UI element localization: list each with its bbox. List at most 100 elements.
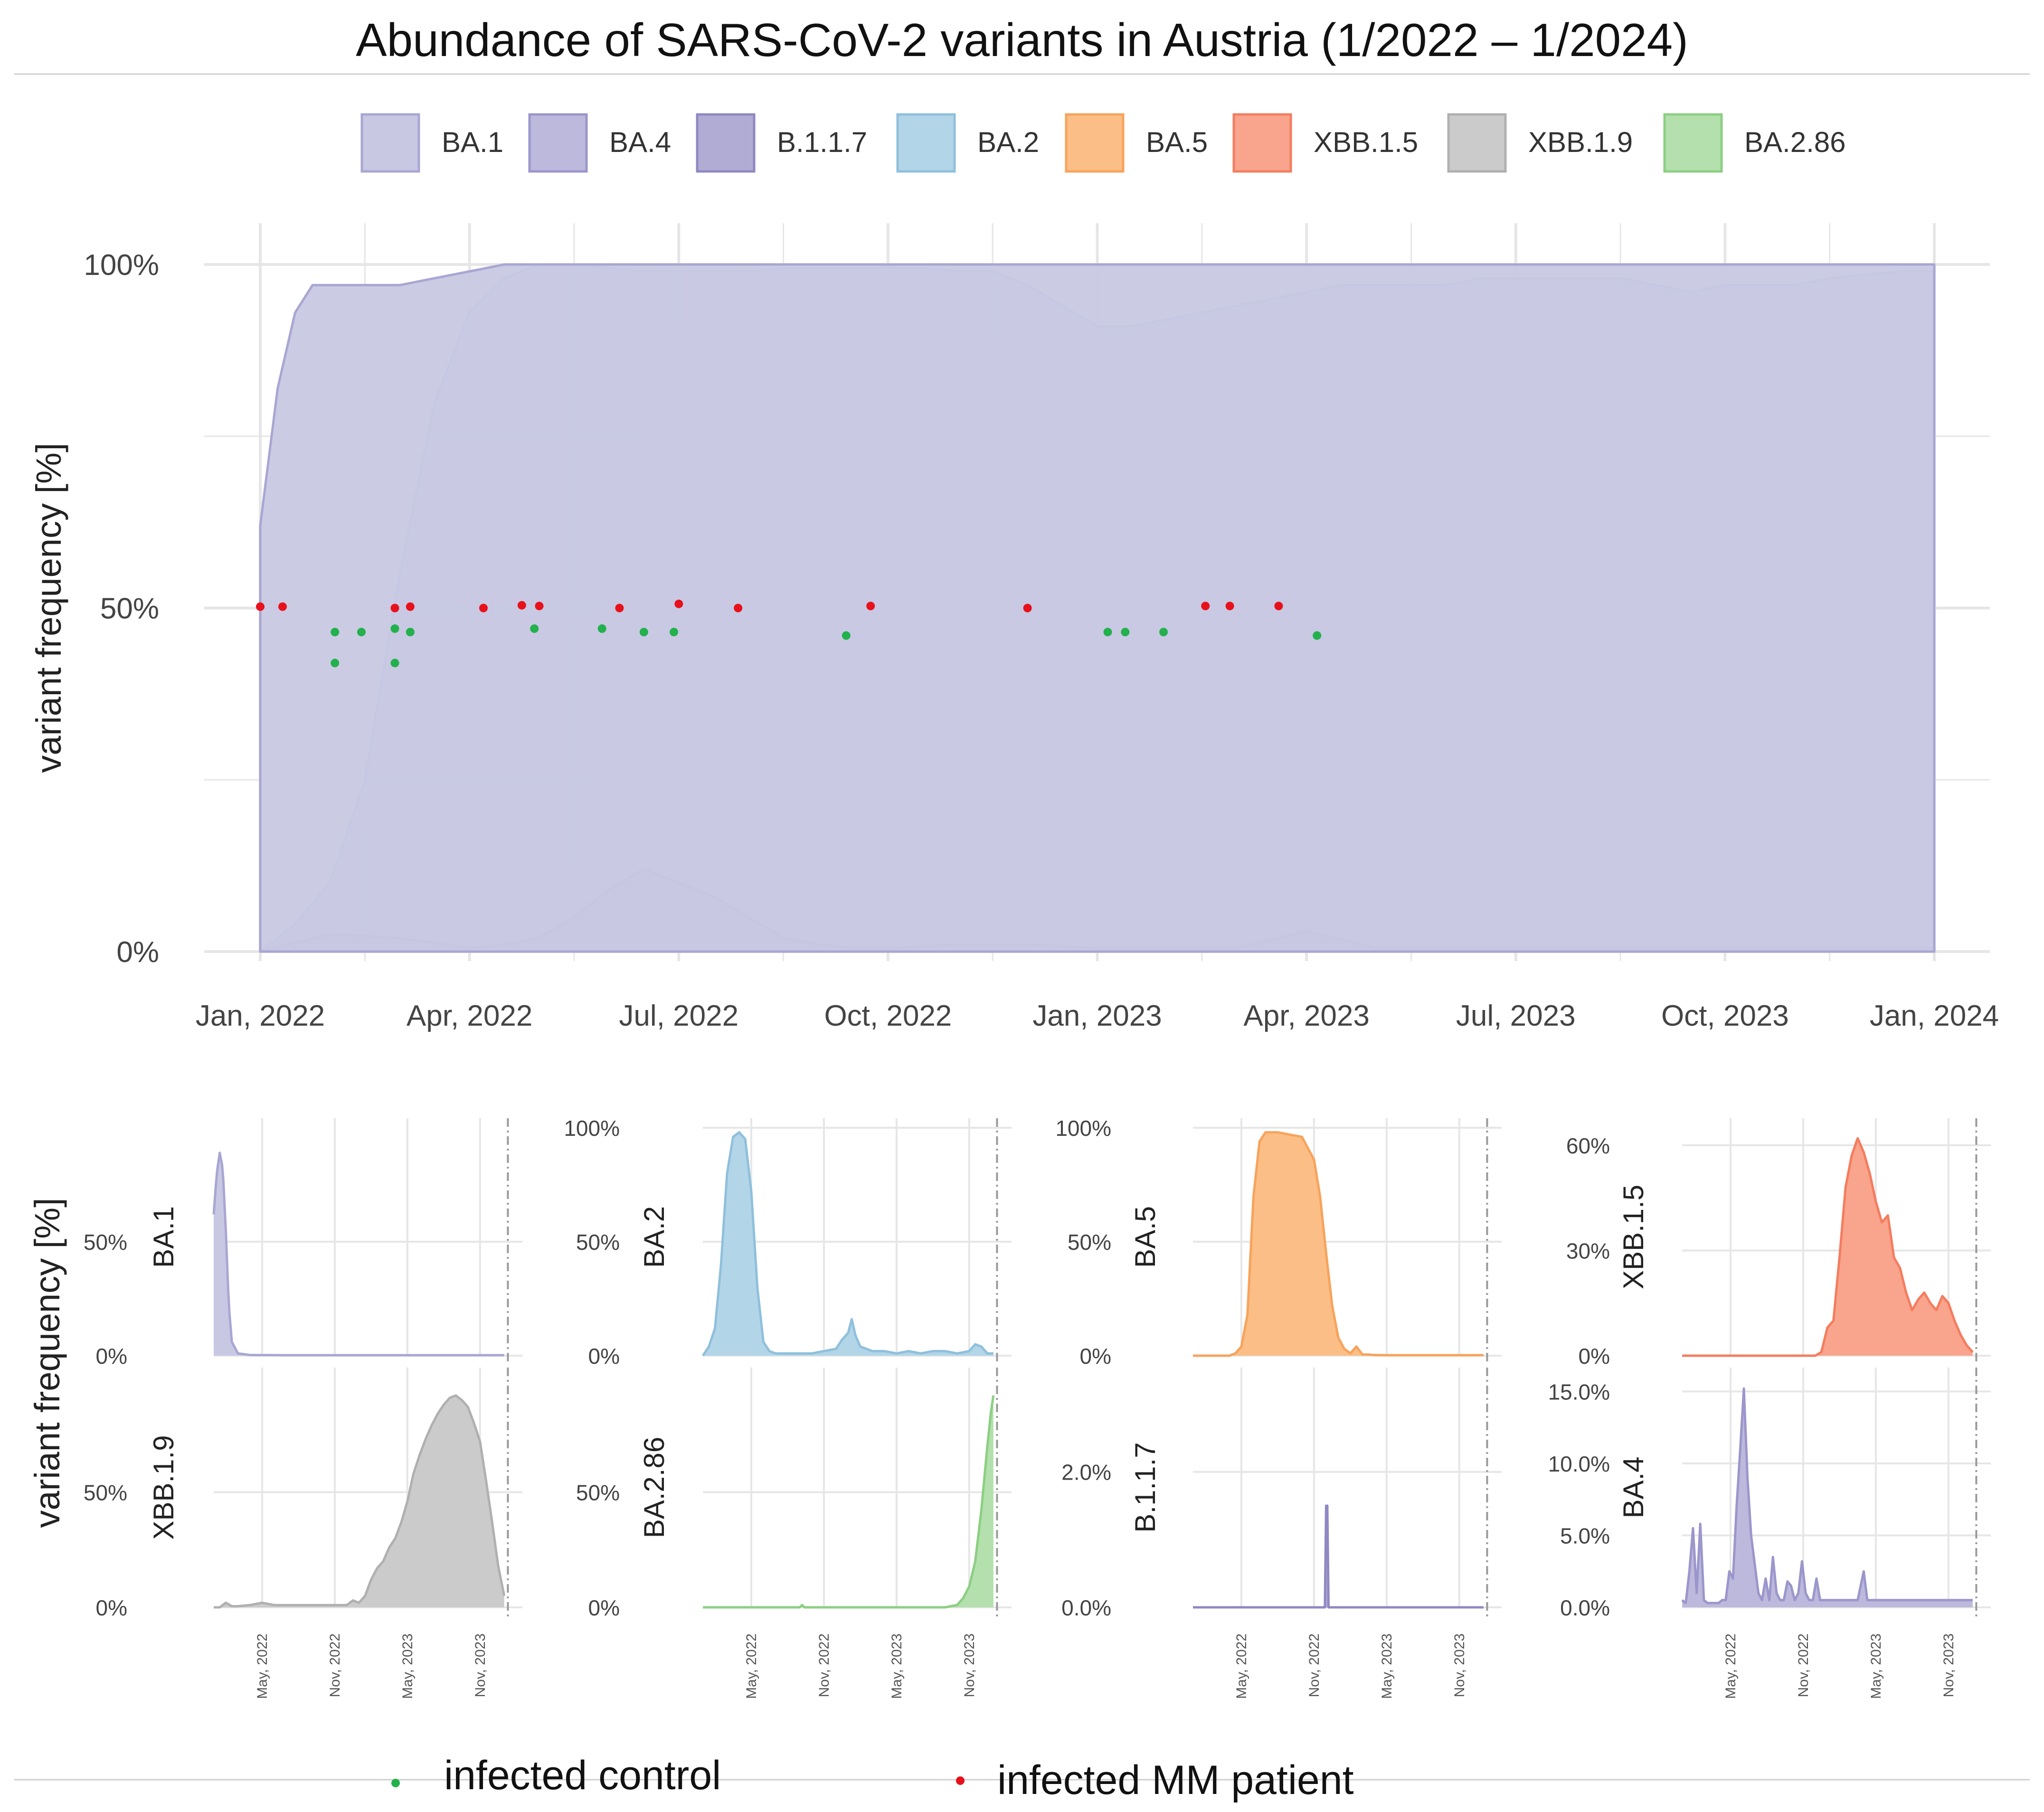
- panel-line-b-1-1-7: [1193, 1504, 1484, 1609]
- panel-y-tick-label: 30%: [1566, 1238, 1610, 1263]
- panel-line-ba-2-86: [703, 1395, 995, 1609]
- legend-item-ba-2: BA.2: [896, 113, 1039, 173]
- chart-title: Abundance of SARS-CoV-2 variants in Aust…: [356, 14, 1688, 66]
- panel-x-tick-label: May, 2023: [889, 1633, 905, 1699]
- patient-point: [866, 602, 875, 611]
- panel-line-ba-2: [701, 1131, 994, 1357]
- point-legend: infected control infected MM patient: [391, 1753, 1354, 1803]
- panel-x-tick-label: May, 2023: [1379, 1633, 1395, 1699]
- panel-x-tick-label: May, 2023: [1868, 1633, 1884, 1699]
- control-point: [670, 628, 678, 637]
- panel-xbb-1-5: 0% 30% 60% XBB.1.5: [1566, 1118, 1991, 1368]
- control-point: [639, 628, 648, 637]
- panel-x-tick-label: May, 2023: [400, 1633, 416, 1699]
- panel-b-1-1-7: 0.0% 2.0% B.1.1.7 May, 2022 Nov, 2022 May, 20…: [1061, 1368, 1502, 1699]
- panel-y-tick-label: 100%: [564, 1116, 620, 1141]
- panel-area-xbb-1-5: [1682, 1138, 1973, 1356]
- legend-item-ba-5: BA.5: [1065, 113, 1208, 173]
- legend-swatch-ba-1: [360, 113, 420, 173]
- panel-y-tick-label: 0%: [96, 1595, 127, 1620]
- panel-y-tick-label: 50%: [1068, 1230, 1111, 1255]
- patient-point: [674, 599, 683, 608]
- small-multiple-panels: 0% 50% BA.1 0% 50% 100% BA.2 0% 50% 100% BA.5 0% 30%…: [28, 1116, 1991, 1699]
- control-point: [331, 659, 340, 668]
- point-legend-patient-dot: [956, 1776, 965, 1785]
- panel-x-tick-label: Nov, 2023: [473, 1633, 488, 1698]
- legend-label-ba-2-86: BA.2.86: [1744, 126, 1846, 158]
- legend-label-ba-5: BA.5: [1146, 126, 1208, 158]
- point-legend-control-label: infected control: [444, 1753, 721, 1798]
- panel-variant-label: XBB.1.5: [1618, 1185, 1649, 1289]
- main-axis-ticks: Jan, 2022 Apr, 2022 Jul, 2022 Oct, 2022 Jan,…: [84, 249, 1999, 1032]
- legend-item-b-1-1-7: B.1.1.7: [696, 113, 867, 173]
- panel-area-ba-4: [1682, 1388, 1973, 1607]
- main-x-tick-label: Jan, 2023: [1032, 1000, 1162, 1032]
- panel-variant-label: BA.4: [1618, 1456, 1649, 1518]
- legend-item-ba-2-86: BA.2.86: [1663, 113, 1846, 173]
- panel-y-tick-label: 50%: [576, 1481, 620, 1505]
- panel-x-tick-label: May, 2022: [255, 1633, 270, 1699]
- point-legend-control-dot: [391, 1779, 400, 1787]
- panel-ba-4: 0.0% 5.0% 10.0% 15.0% BA.4 May, 2022 Nov, 2022…: [1548, 1368, 1991, 1699]
- main-y-tick-label: 50%: [100, 593, 159, 625]
- control-point: [530, 624, 539, 633]
- panel-y-tick-label: 50%: [576, 1230, 620, 1255]
- panel-line-ba-4: [1681, 1387, 1973, 1604]
- main-area-ba-1: [259, 263, 1936, 953]
- control-point: [842, 631, 851, 640]
- legend-item-ba-1: BA.1: [360, 113, 503, 173]
- control-point: [331, 628, 340, 637]
- legend-item-xbb-1-9: XBB.1.9: [1447, 113, 1633, 173]
- panel-y-tick-label: 0%: [588, 1344, 620, 1368]
- legend-label-ba-2: BA.2: [977, 126, 1039, 158]
- legend-swatch-ba-2-86: [1663, 113, 1723, 173]
- panel-area-ba-2: [703, 1132, 994, 1356]
- panel-y-tick-label: 100%: [1055, 1116, 1111, 1141]
- main-x-tick-label: Oct, 2022: [824, 1000, 952, 1032]
- panel-line-ba-5: [1193, 1131, 1484, 1357]
- panel-x-tick-label: May, 2022: [1234, 1633, 1249, 1699]
- panel-y-tick-label: 0%: [1080, 1344, 1111, 1368]
- main-x-tick-label: Jul, 2023: [1456, 1000, 1576, 1032]
- patient-point: [406, 602, 415, 611]
- panel-line-xbb-1-9: [214, 1394, 506, 1609]
- main-x-tick-label: Apr, 2022: [407, 1000, 532, 1032]
- control-point: [390, 659, 399, 668]
- legend-item-ba-4: BA.4: [528, 113, 671, 173]
- main-area-series: [259, 263, 1936, 953]
- main-y-tick-label: 100%: [84, 249, 159, 282]
- panel-x-tick-label: Nov, 2023: [962, 1633, 977, 1698]
- patient-point: [1023, 604, 1032, 613]
- patient-point: [517, 601, 526, 610]
- point-legend-control: infected control: [391, 1753, 721, 1798]
- patient-point: [1274, 602, 1283, 611]
- panel-y-tick-label: 5.0%: [1560, 1523, 1610, 1548]
- legend-label-xbb-1-9: XBB.1.9: [1528, 126, 1633, 158]
- main-x-tick-label: Jan, 2024: [1870, 1000, 1999, 1032]
- control-point: [1103, 628, 1112, 637]
- panel-x-tick-label: Nov, 2023: [1941, 1633, 1957, 1698]
- panel-variant-label: XBB.1.9: [148, 1435, 180, 1539]
- patient-point: [256, 602, 265, 611]
- main-area-chart: Jan, 2022 Apr, 2022 Jul, 2022 Oct, 2022 Jan,…: [29, 223, 1999, 1032]
- legend-label-xbb-1-5: XBB.1.5: [1314, 126, 1418, 158]
- main-x-tick-label: Oct, 2023: [1661, 1000, 1789, 1032]
- panel-y-tick-label: 50%: [84, 1230, 127, 1255]
- panel-x-tick-label: Nov, 2022: [816, 1633, 832, 1698]
- control-point: [1121, 628, 1130, 637]
- panel-y-tick-label: 0.0%: [1560, 1595, 1610, 1620]
- main-x-tick-label: Apr, 2023: [1243, 1000, 1369, 1032]
- patient-point: [535, 602, 544, 611]
- panel-area-xbb-1-9: [214, 1395, 504, 1607]
- panel-ba-2-86: 0% 50% BA.2.86 May, 2022 Nov, 2022 May, 2023 N…: [576, 1368, 1012, 1699]
- patient-point: [479, 604, 488, 613]
- patient-point: [1201, 602, 1210, 611]
- panel-y-tick-label: 0.0%: [1061, 1595, 1111, 1620]
- legend-item-xbb-1-5: XBB.1.5: [1232, 113, 1418, 173]
- control-point: [597, 624, 606, 633]
- panel-y-tick-label: 0%: [1579, 1344, 1610, 1368]
- patient-point: [390, 604, 399, 613]
- legend-label-b-1-1-7: B.1.1.7: [777, 126, 867, 158]
